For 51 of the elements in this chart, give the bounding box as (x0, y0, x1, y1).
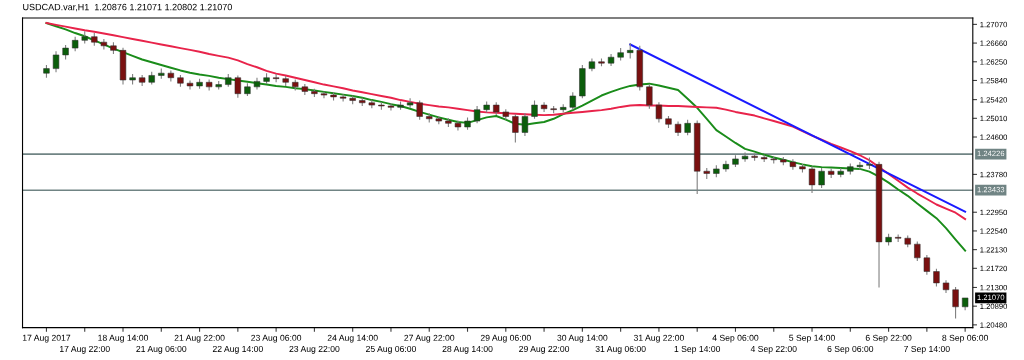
candlestick (655, 101, 663, 123)
x-tick-label: 30 Aug 14:00 (557, 334, 608, 343)
candlestick (387, 102, 395, 112)
x-tick-label: 29 Aug 22:00 (519, 345, 570, 354)
x-tick-label: 28 Aug 14:00 (442, 345, 493, 354)
candlestick (646, 83, 653, 110)
candlestick (856, 161, 864, 171)
x-tick-label: 17 Aug 2017 (22, 334, 71, 343)
x-tick-label: 18 Aug 14:00 (98, 334, 149, 343)
x-tick-label: 23 Aug 22:00 (289, 345, 340, 354)
x-tick-label: 4 Sep 22:00 (750, 345, 797, 354)
candlestick (512, 113, 519, 144)
x-tick-label: 22 Aug 14:00 (212, 345, 263, 354)
x-tick-label: 24 Aug 14:00 (327, 334, 378, 343)
x-tick-label: 7 Sep 14:00 (904, 345, 950, 354)
candlestick (416, 99, 423, 121)
x-tick-label: 4 Sep 06:00 (712, 334, 759, 343)
candlestick (531, 99, 538, 120)
chart-title: USDCAD.var,H1 1.20876 1.21071 1.20802 1.21070 (23, 3, 232, 12)
candlestick (406, 97, 414, 109)
x-tick-label: 27 Aug 22:00 (404, 334, 455, 343)
candlestick (952, 286, 959, 320)
x-tick-label: 29 Aug 06:00 (480, 334, 531, 343)
x-tick-label: 5 Sep 14:00 (789, 334, 835, 343)
candlestick (167, 69, 175, 82)
candlestick (234, 74, 241, 99)
x-tick-label: 23 Aug 06:00 (251, 334, 302, 343)
candlestick (818, 167, 825, 189)
x-tick-label: 21 Aug 22:00 (174, 334, 225, 343)
x-tick-label: 17 Aug 22:00 (60, 345, 110, 354)
x-tick-label: 8 Sep 06:00 (942, 334, 989, 343)
x-tick-label: 31 Aug 22:00 (633, 334, 684, 343)
candlestick (320, 90, 328, 99)
x-tick-label: 1 Sep 14:00 (674, 345, 721, 354)
candlestick (339, 93, 347, 102)
candlestick (272, 73, 280, 83)
candlestick (521, 112, 529, 137)
x-tick-label: 31 Aug 06:00 (595, 345, 646, 354)
x-tick-label: 6 Sep 22:00 (865, 334, 912, 343)
candlestick (454, 120, 462, 132)
candlestick (741, 151, 749, 163)
candlestick (808, 165, 816, 194)
candlestick (923, 254, 931, 276)
candlestick (100, 38, 108, 51)
candlestick (52, 50, 60, 73)
x-tick-label: 25 Aug 06:00 (366, 345, 417, 354)
x-tick-label: 6 Sep 06:00 (827, 345, 874, 354)
candlestick (540, 101, 548, 113)
candlestick (914, 240, 921, 262)
x-tick-label: 21 Aug 06:00 (136, 345, 187, 354)
candlestick (186, 79, 194, 91)
